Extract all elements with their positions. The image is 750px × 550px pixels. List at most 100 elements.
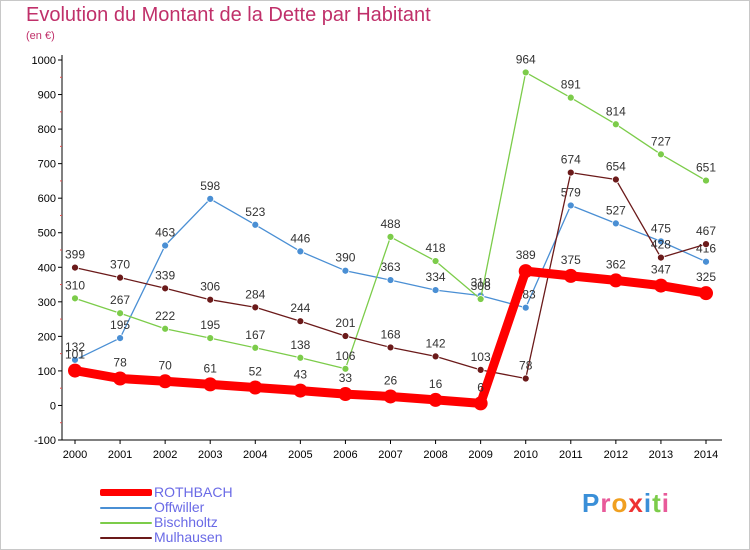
data-label-rothbach: 78 — [113, 356, 127, 370]
x-tick-label: 2011 — [559, 449, 583, 461]
x-tick-label: 2003 — [198, 449, 222, 461]
data-label-bischholtz: 651 — [696, 161, 716, 175]
data-label-mulhausen: 428 — [651, 238, 671, 252]
x-tick-label: 2006 — [333, 449, 357, 461]
x-tick-label: 2012 — [604, 449, 628, 461]
data-label-mulhausen: 674 — [561, 153, 581, 167]
data-label-rothbach: 362 — [606, 257, 626, 271]
data-point-offwiller — [657, 237, 665, 246]
y-tick-label: 500 — [38, 228, 56, 240]
data-point-bischholtz — [521, 68, 530, 77]
data-label-bischholtz: 195 — [200, 318, 220, 332]
data-label-mulhausen: 142 — [426, 336, 446, 350]
data-point-offwiller — [566, 201, 575, 210]
data-point-bischholtz — [116, 309, 124, 318]
data-point-bischholtz — [296, 353, 305, 362]
data-point-mulhausen — [296, 317, 305, 326]
data-label-bischholtz: 222 — [155, 309, 175, 323]
legend-label-offwiller: Offwiller — [154, 499, 205, 515]
x-tick-label: 2007 — [378, 449, 402, 461]
data-point-bischholtz — [611, 120, 620, 129]
data-point-mulhausen — [566, 168, 575, 177]
data-point-rothbach — [653, 278, 668, 293]
data-label-rothbach: 389 — [516, 248, 536, 262]
data-label-mulhausen: 78 — [519, 359, 533, 373]
y-tick-label: 0 — [50, 400, 56, 412]
data-label-bischholtz: 267 — [110, 293, 130, 307]
data-point-mulhausen — [702, 240, 710, 249]
data-point-bischholtz — [431, 257, 440, 265]
data-label-mulhausen: 244 — [290, 301, 310, 315]
y-tick-label: 700 — [38, 159, 56, 171]
data-label-bischholtz: 964 — [516, 52, 536, 66]
data-label-offwiller: 363 — [380, 260, 400, 274]
data-label-offwiller: 463 — [155, 226, 175, 240]
data-point-mulhausen — [386, 343, 395, 352]
data-label-rothbach: 325 — [696, 270, 716, 284]
data-point-mulhausen — [206, 295, 215, 304]
y-tick-label: 900 — [38, 90, 56, 102]
data-point-rothbach — [68, 363, 82, 378]
data-label-offwiller: 132 — [65, 340, 85, 354]
data-point-rothbach — [608, 273, 623, 288]
data-label-offwiller: 390 — [335, 251, 355, 265]
data-label-offwiller: 598 — [200, 179, 220, 193]
data-label-offwiller: 446 — [290, 231, 310, 245]
data-label-bischholtz: 891 — [561, 78, 581, 92]
data-point-mulhausen — [341, 332, 350, 340]
proxiti-logo: Proxiti — [582, 488, 670, 518]
data-point-offwiller — [341, 266, 350, 275]
data-label-bischholtz: 310 — [65, 278, 85, 292]
data-label-bischholtz: 418 — [426, 241, 446, 255]
x-tick-label: 2009 — [468, 449, 492, 461]
data-label-rothbach: 70 — [158, 358, 172, 372]
y-tick-label: 600 — [38, 193, 56, 205]
data-point-rothbach — [203, 377, 218, 392]
data-label-mulhausen: 370 — [110, 258, 130, 272]
data-label-bischholtz: 138 — [290, 338, 310, 352]
legend-swatch-bischholtz — [100, 522, 152, 524]
data-point-offwiller — [521, 303, 530, 312]
data-label-offwiller: 527 — [606, 203, 626, 217]
data-point-bischholtz — [206, 334, 215, 342]
data-point-bischholtz — [657, 150, 665, 159]
data-point-bischholtz — [386, 232, 395, 241]
data-label-rothbach: 61 — [204, 361, 218, 375]
legend-label-bischholtz: Bischholtz — [154, 514, 218, 530]
y-tick-label: 100 — [38, 366, 56, 378]
y-tick-label: 200 — [38, 331, 56, 343]
data-point-offwiller — [296, 247, 305, 256]
data-point-mulhausen — [611, 175, 620, 184]
data-label-bischholtz: 106 — [335, 349, 355, 363]
data-label-rothbach: 16 — [429, 377, 443, 391]
data-point-mulhausen — [251, 303, 260, 312]
chart-subtitle: (en €) — [26, 30, 55, 42]
data-point-offwiller — [702, 257, 710, 266]
chart-title: Evolution du Montant de la Dette par Hab… — [26, 4, 431, 26]
data-label-offwiller: 334 — [426, 270, 446, 284]
data-label-rothbach: 43 — [294, 368, 308, 382]
data-label-rothbach: 52 — [249, 364, 263, 378]
data-point-bischholtz — [702, 176, 710, 185]
data-point-rothbach — [383, 389, 398, 404]
data-point-rothbach — [338, 387, 353, 402]
data-label-rothbach: 33 — [339, 371, 353, 385]
y-tick-label: 300 — [38, 297, 56, 309]
x-tick-label: 2004 — [243, 449, 267, 461]
data-label-mulhausen: 339 — [155, 268, 175, 282]
data-label-mulhausen: 467 — [696, 224, 716, 238]
data-label-mulhausen: 306 — [200, 280, 220, 294]
data-point-bischholtz — [251, 343, 260, 352]
data-label-rothbach: 101 — [65, 348, 85, 362]
x-tick-label: 2005 — [288, 449, 312, 461]
data-label-mulhausen: 103 — [471, 350, 491, 364]
legend-swatch-offwiller — [100, 507, 152, 509]
data-label-rothbach: 347 — [651, 263, 671, 277]
data-point-mulhausen — [476, 365, 485, 374]
x-tick-label: 2010 — [513, 449, 537, 461]
data-label-offwiller: 523 — [245, 205, 265, 219]
data-point-bischholtz — [476, 295, 485, 303]
data-point-bischholtz — [71, 294, 79, 303]
data-point-bischholtz — [341, 364, 350, 373]
